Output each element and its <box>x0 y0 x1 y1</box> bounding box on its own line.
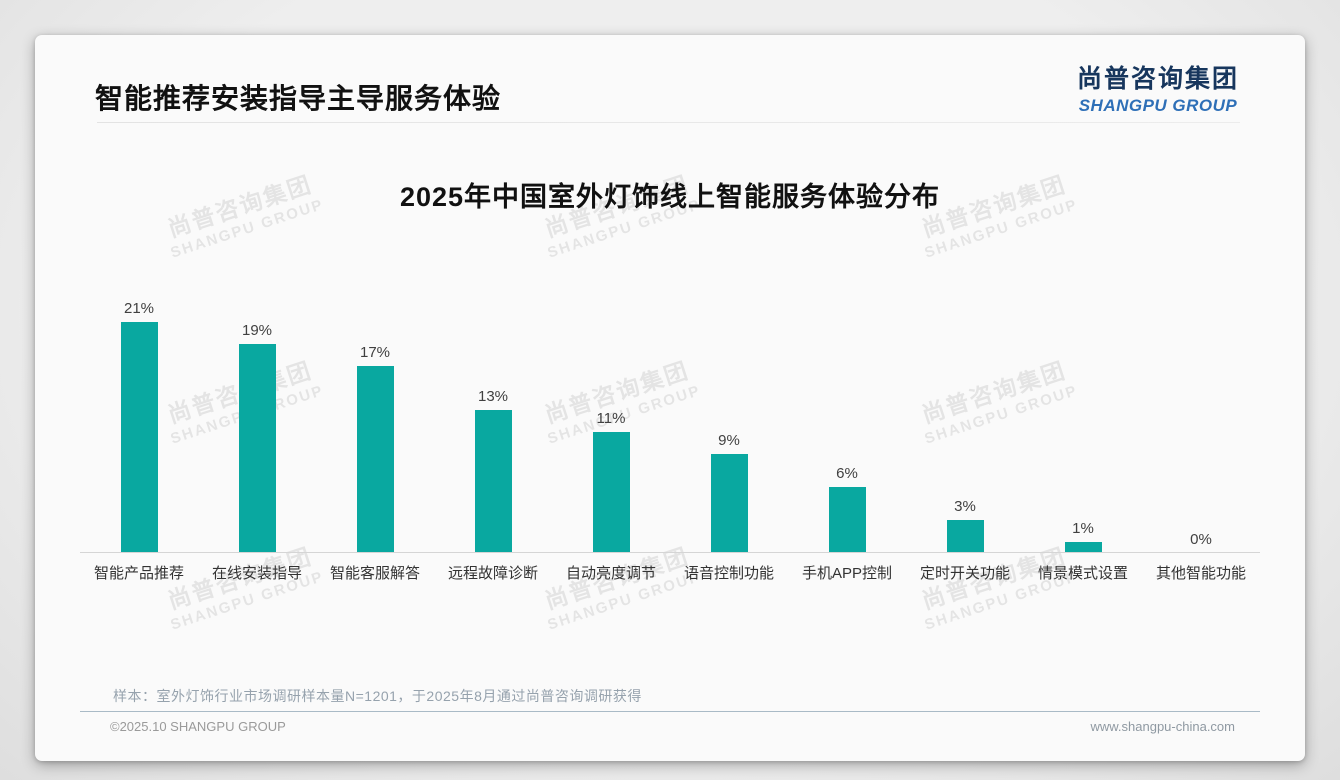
bar-group: 1% 情景模式设置 <box>1024 273 1142 582</box>
category-label: 智能产品推荐 <box>93 565 184 582</box>
website-url: www.shangpu-china.com <box>1090 719 1235 734</box>
bar-group: 13% 远程故障诊断 <box>434 273 552 582</box>
bar <box>356 366 394 553</box>
bar <box>120 322 158 553</box>
bar-chart: 21% 智能产品推荐 19% 在线安装指导 17% 智能客服解答 13% 远程故障诊断 11% 自… <box>80 273 1260 582</box>
category-label: 定时开关功能 <box>919 565 1010 582</box>
bar-group: 21% 智能产品推荐 <box>80 273 198 582</box>
category-label: 其他智能功能 <box>1155 565 1246 582</box>
bar <box>474 410 512 553</box>
copyright-text: ©2025.10 SHANGPU GROUP <box>110 719 286 734</box>
bar-value-label: 1% <box>1072 520 1094 537</box>
bar-value-label: 19% <box>241 322 273 339</box>
bar-group: 0% 其他智能功能 <box>1142 273 1260 582</box>
bar-value-label: 9% <box>718 432 740 449</box>
bar-group: 9% 语音控制功能 <box>670 273 788 582</box>
bar <box>828 487 866 553</box>
bar-value-label: 3% <box>954 498 976 515</box>
company-logo: 尚普咨询集团 SHANGPU GROUP <box>1077 59 1239 116</box>
bar-group: 11% 自动亮度调节 <box>552 273 670 582</box>
bar-group: 19% 在线安装指导 <box>198 273 316 582</box>
bar-group: 3% 定时开关功能 <box>906 273 1024 582</box>
chart-title: 2025年中国室外灯饰线上智能服务体验分布 <box>399 182 941 212</box>
bar-value-label: 13% <box>477 388 509 405</box>
bar-group: 6% 手机APP控制 <box>788 273 906 582</box>
category-label: 智能客服解答 <box>329 565 420 582</box>
category-label: 语音控制功能 <box>683 565 774 582</box>
logo-english-text: SHANGPU GROUP <box>1078 96 1238 115</box>
footer-divider <box>80 711 1260 712</box>
page-title: 智能推荐安装指导主导服务体验 <box>95 83 502 114</box>
bar <box>946 520 984 553</box>
bar-value-label: 17% <box>359 344 391 361</box>
bar <box>238 344 276 553</box>
sample-note: 样本：室外灯饰行业市场调研样本量N=1201，于2025年8月通过尚普咨询调研获… <box>113 688 642 704</box>
bar-group: 17% 智能客服解答 <box>316 273 434 582</box>
bar-value-label: 11% <box>596 410 626 427</box>
bar <box>1064 542 1102 553</box>
bar <box>592 432 630 553</box>
category-label: 自动亮度调节 <box>565 565 656 582</box>
bar <box>710 454 748 553</box>
bar-value-label: 6% <box>836 465 858 482</box>
category-label: 手机APP控制 <box>801 565 892 582</box>
category-label: 远程故障诊断 <box>447 565 538 582</box>
bar-value-label: 21% <box>123 300 155 317</box>
slide-card: 尚普咨询集团 SHANGPU GROUP 尚普咨询集团 SHANGPU GROUP 尚普… <box>35 35 1305 761</box>
logo-chinese-text: 尚普咨询集团 <box>1076 65 1239 93</box>
header-divider <box>97 122 1240 123</box>
category-label: 情景模式设置 <box>1037 565 1128 582</box>
bar-value-label: 0% <box>1190 531 1212 548</box>
category-label: 在线安装指导 <box>211 565 302 582</box>
